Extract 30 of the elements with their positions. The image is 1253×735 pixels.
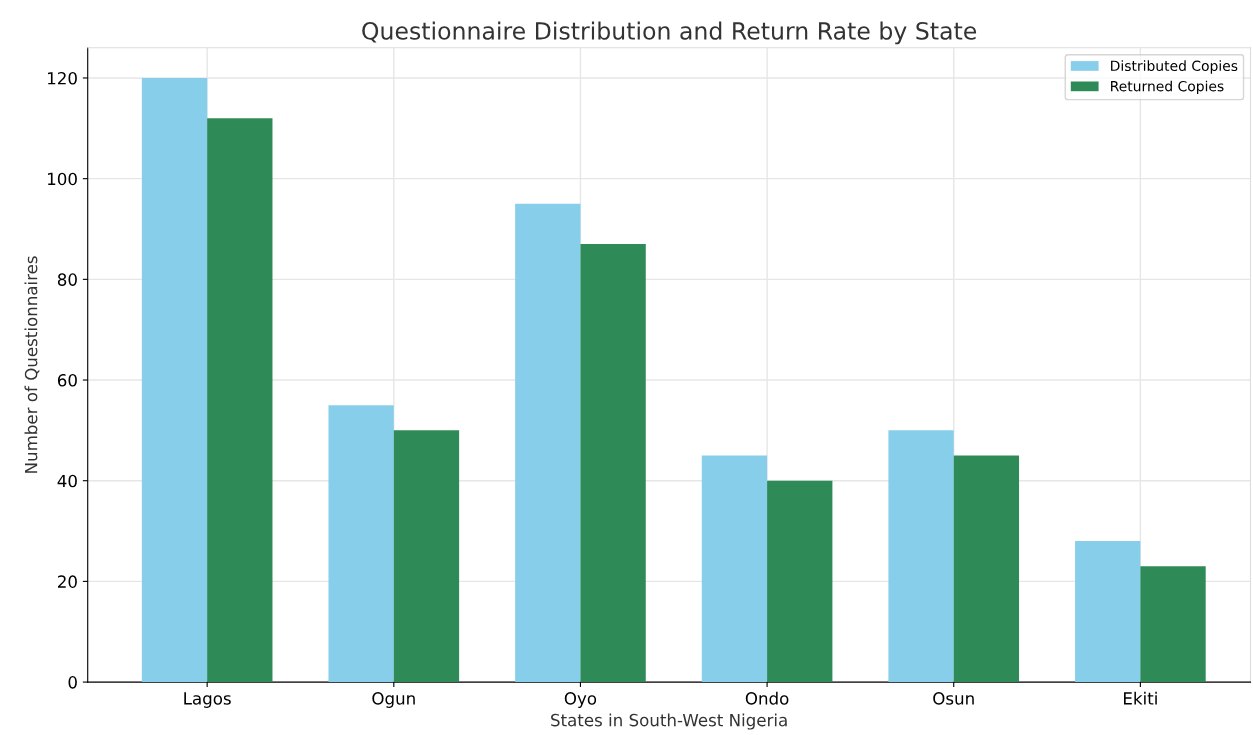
bar	[1075, 541, 1141, 683]
bar	[207, 118, 273, 683]
legend-label: Distributed Copies	[1111, 60, 1238, 74]
chart-title: Questionnaire Distribution and Return Rate by State	[362, 21, 977, 45]
x-tick-label: Ekiti	[1124, 691, 1157, 705]
x-tick-label: Ogun	[372, 692, 415, 708]
y-tick-label: 0	[68, 676, 77, 689]
y-tick-label: 80	[57, 273, 77, 286]
bar	[1140, 566, 1206, 683]
y-tick-label: 20	[58, 575, 77, 588]
x-tick-label: Lagos	[184, 692, 231, 708]
bar	[515, 203, 581, 683]
x-tick-label: Osun	[933, 692, 974, 705]
bar	[580, 244, 646, 683]
legend-label: Returned Copies	[1111, 80, 1224, 95]
bar	[701, 455, 768, 683]
x-axis-title: States in South-West Nigeria	[551, 713, 787, 730]
bar	[888, 430, 954, 683]
x-tick-label: Oyo	[564, 692, 597, 708]
y-tick-label: 100	[48, 172, 77, 186]
bar	[141, 77, 208, 683]
y-axis-title: Number of Questionnaires	[24, 256, 40, 473]
bar	[393, 430, 460, 683]
bar	[953, 455, 1020, 683]
bar	[328, 405, 394, 683]
y-tick-label: 120	[48, 71, 77, 85]
bar	[767, 480, 833, 683]
y-tick-label: 40	[57, 474, 77, 488]
y-tick-label: 60	[57, 373, 77, 387]
x-tick-label: Ondo	[745, 691, 789, 705]
